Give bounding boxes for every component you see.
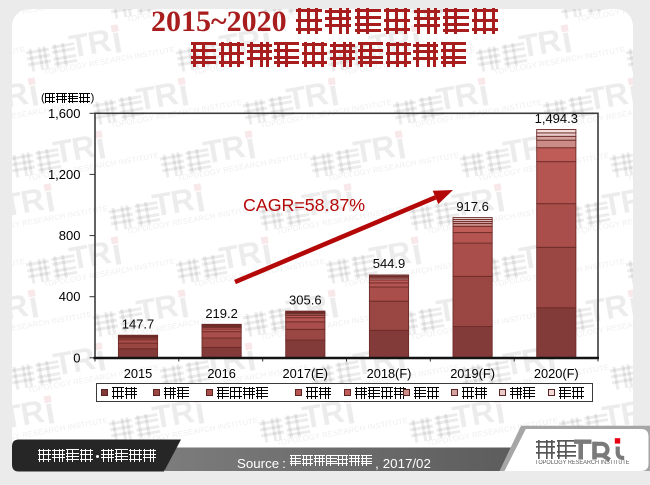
svg-text:147.7: 147.7 — [122, 317, 155, 332]
svg-text:2018(F): 2018(F) — [367, 366, 412, 381]
svg-text:400: 400 — [59, 289, 81, 304]
svg-text:1,600: 1,600 — [48, 106, 81, 121]
svg-text:CAGR=58.87%: CAGR=58.87% — [243, 195, 365, 215]
svg-text:2020(F): 2020(F) — [534, 366, 579, 381]
svg-text:544.9: 544.9 — [373, 256, 406, 271]
svg-text:219.2: 219.2 — [205, 306, 238, 321]
svg-text:1,494.3: 1,494.3 — [535, 111, 578, 126]
svg-text:2019(F): 2019(F) — [450, 366, 495, 381]
svg-text:1,200: 1,200 — [48, 167, 81, 182]
svg-text:2017(E): 2017(E) — [283, 366, 329, 381]
svg-text:800: 800 — [59, 228, 81, 243]
svg-text:305.6: 305.6 — [289, 293, 322, 308]
svg-text:2016: 2016 — [207, 366, 235, 381]
svg-text:2015: 2015 — [124, 366, 152, 381]
svg-text:0: 0 — [73, 350, 80, 365]
svg-text:917.6: 917.6 — [456, 199, 489, 214]
